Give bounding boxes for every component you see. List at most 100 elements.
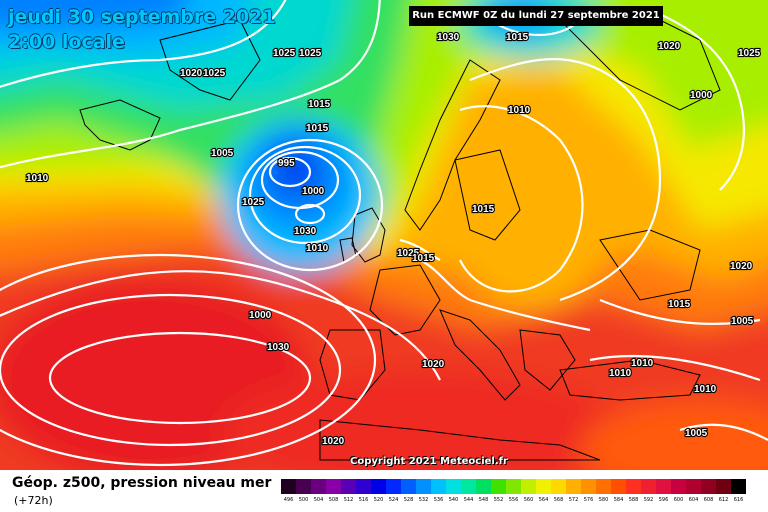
color-scale-swatch <box>446 479 461 494</box>
color-scale-tick: 528 <box>403 497 414 503</box>
isobar-label: 1010 <box>631 358 654 369</box>
copyright-notice: Copyright 2021 Meteociel.fr <box>350 456 508 467</box>
color-scale-swatch <box>296 479 311 494</box>
color-scale-swatch <box>521 479 536 494</box>
isobar-label: 1005 <box>211 148 234 159</box>
color-scale-tick: 532 <box>418 497 429 503</box>
color-scale-swatch <box>386 479 401 494</box>
color-scale-swatch <box>626 479 641 494</box>
color-scale-swatch <box>686 479 701 494</box>
forecast-date: jeudi 30 septembre 2021 <box>8 6 276 28</box>
isobar-label: 1015 <box>668 299 691 310</box>
color-scale-swatch <box>671 479 686 494</box>
isobar-label: 1010 <box>694 384 717 395</box>
color-scale-tick: 548 <box>478 497 489 503</box>
color-scale-tick: 544 <box>463 497 474 503</box>
isobar-label: 1025 <box>397 248 420 259</box>
isobar-label: 1015 <box>472 204 495 215</box>
isobar-label: 1010 <box>306 243 329 254</box>
isobar-label: 1030 <box>294 226 317 237</box>
color-scale-tick: 536 <box>433 497 444 503</box>
color-scale-swatch <box>641 479 656 494</box>
isobar-label: 1010 <box>609 368 632 379</box>
forecast-map: 1030 1015 1020 1025 1025 1025 1020 1025 1015 1010… <box>0 0 768 470</box>
color-scale-tick: 612 <box>718 497 729 503</box>
forecast-time: 2:00 locale <box>8 31 125 53</box>
color-scale-tick: 524 <box>388 497 399 503</box>
color-scale-tick: 596 <box>658 497 669 503</box>
isobar-label: 1020 <box>422 359 445 370</box>
isobar-label: 1000 <box>690 90 713 101</box>
color-scale-swatch <box>326 479 341 494</box>
color-scale-tick: 616 <box>733 497 744 503</box>
color-scale-swatch <box>731 479 746 494</box>
color-scale-tick: 508 <box>328 497 339 503</box>
isobar-label: 1030 <box>437 32 460 43</box>
isobar-label: 1020 <box>180 68 203 79</box>
coastlines <box>79 9 721 461</box>
legend-footer: Géop. z500, pression niveau mer (+72h) 4… <box>0 470 768 512</box>
color-scale-swatch <box>566 479 581 494</box>
color-scale-tick: 500 <box>298 497 309 503</box>
color-scale-tick: 564 <box>538 497 549 503</box>
isobar-label: 1010 <box>26 173 49 184</box>
isobar-label: 1020 <box>658 41 681 52</box>
color-scale-swatch <box>281 479 296 494</box>
isobar-label: 1025 <box>203 68 226 79</box>
color-scale-tick: 540 <box>448 497 459 503</box>
isobar-label: 1020 <box>730 261 753 272</box>
isobar-label: 1025 <box>273 48 296 59</box>
isobar-label: 995 <box>278 158 295 169</box>
color-scale-swatch <box>341 479 356 494</box>
color-scale-swatch <box>581 479 596 494</box>
isobar-label: 1005 <box>685 428 708 439</box>
color-scale-swatch <box>311 479 326 494</box>
color-scale-tick: 608 <box>703 497 714 503</box>
isobar-label: 1000 <box>249 310 272 321</box>
color-scale-swatch <box>416 479 431 494</box>
color-scale-tick: 584 <box>613 497 624 503</box>
isobar-label: 1000 <box>302 186 325 197</box>
isobar-label: 1015 <box>306 123 329 134</box>
color-scale-swatch <box>596 479 611 494</box>
isobar-label: 1030 <box>267 342 290 353</box>
forecast-lead-time: (+72h) <box>14 494 53 507</box>
color-scale-tick: 568 <box>553 497 564 503</box>
color-scale-tick: 592 <box>643 497 654 503</box>
color-scale-ticks: 496 500 504 508 512 516 520 524 528 532 536 540 544 5… <box>281 497 746 503</box>
color-scale-tick: 556 <box>508 497 519 503</box>
color-scale-swatch <box>716 479 731 494</box>
color-scale-swatch <box>551 479 566 494</box>
color-scale-swatch <box>461 479 476 494</box>
model-run-banner: Run ECMWF 0Z du lundi 27 septembre 2021 <box>409 6 663 26</box>
color-scale-swatch <box>536 479 551 494</box>
isobars <box>0 0 768 465</box>
geopotential-field <box>0 0 768 470</box>
color-scale-tick: 604 <box>688 497 699 503</box>
color-scale-tick: 512 <box>343 497 354 503</box>
isobar-label: 1020 <box>322 436 345 447</box>
isobar-label: 1025 <box>738 48 761 59</box>
color-scale-swatch <box>491 479 506 494</box>
color-scale-tick: 516 <box>358 497 369 503</box>
color-scale-tick: 560 <box>523 497 534 503</box>
color-scale-tick: 588 <box>628 497 639 503</box>
isobar-label: 1005 <box>731 316 754 327</box>
color-scale-tick: 576 <box>583 497 594 503</box>
color-scale-swatch <box>476 479 491 494</box>
isobar-label: 1025 <box>242 197 265 208</box>
color-scale-swatch <box>371 479 386 494</box>
color-scale-swatch <box>506 479 521 494</box>
color-scale-tick: 600 <box>673 497 684 503</box>
color-scale-swatch <box>401 479 416 494</box>
color-scale-tick: 552 <box>493 497 504 503</box>
color-scale-tick: 580 <box>598 497 609 503</box>
color-scale-swatch <box>611 479 626 494</box>
color-scale-swatch <box>701 479 716 494</box>
color-scale-tick: 504 <box>313 497 324 503</box>
color-scale-swatch <box>431 479 446 494</box>
color-scale-tick: 520 <box>373 497 384 503</box>
